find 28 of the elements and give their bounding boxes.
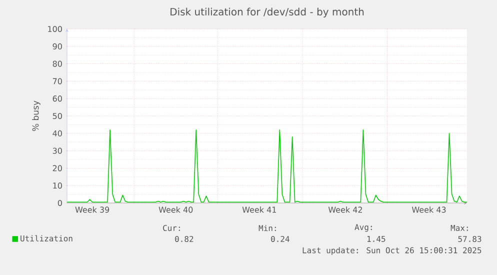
y-tick-label: 10 xyxy=(53,182,62,189)
text: 0.82 xyxy=(175,236,194,242)
x-tick-label: Week 40 xyxy=(158,206,193,213)
y-tick-label: 80 xyxy=(52,60,62,67)
y-axis-title: % busy xyxy=(32,100,40,132)
y-tick-label: 40 xyxy=(52,130,62,136)
y-tick-label: 0 xyxy=(58,200,62,206)
y-tick-label: 60 xyxy=(52,96,62,102)
x-tick-label: Week 43 xyxy=(412,206,446,213)
text: 57.83 xyxy=(458,236,482,242)
x-tick-label: Week 42 xyxy=(328,206,362,213)
text: Max: xyxy=(450,225,468,231)
y-tick-label: 50 xyxy=(52,112,62,120)
text: Min: xyxy=(258,224,276,232)
y-tick-label: 90 xyxy=(52,43,62,50)
y-tick-label: 30 xyxy=(52,148,62,154)
text: 0.24 xyxy=(271,236,290,242)
text: 1.45 xyxy=(367,236,386,242)
y-tick-label: 100 xyxy=(48,26,62,32)
legend-label: Utilization xyxy=(20,235,72,242)
text: Cur: xyxy=(163,224,180,232)
text: Avg: xyxy=(354,224,372,232)
x-tick-label: Week 39 xyxy=(75,206,110,213)
x-tick-label: Week 41 xyxy=(242,206,276,213)
text: Last update: Sun Oct 26 15:00:31 2025 xyxy=(302,247,482,255)
chart-title: Disk utilization for /dev/sdd - by month xyxy=(170,8,364,18)
y-tick-label: 20 xyxy=(52,165,62,172)
y-tick-label: 70 xyxy=(52,78,62,84)
